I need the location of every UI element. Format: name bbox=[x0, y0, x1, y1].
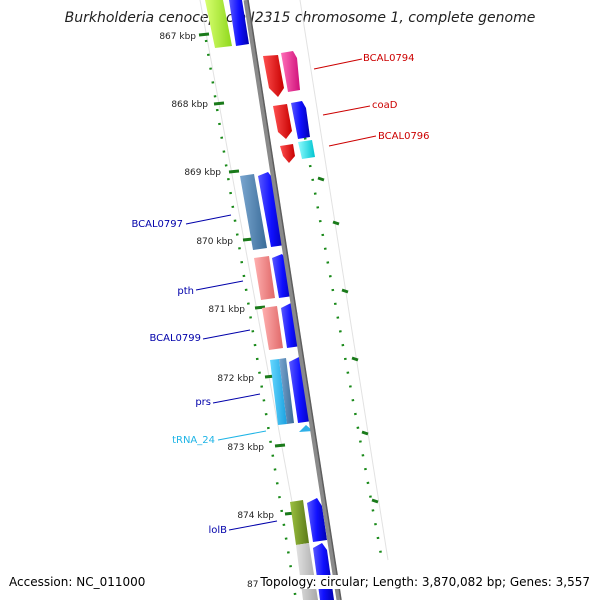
scale-label: 871 kbp bbox=[208, 305, 245, 315]
scale-label: 872 kbp bbox=[217, 374, 254, 384]
gene-bcal0794 bbox=[263, 55, 284, 97]
outer-dotted-ring bbox=[298, 109, 384, 561]
gene-pth bbox=[254, 256, 275, 300]
gene-blue-prs bbox=[289, 357, 312, 423]
connector-bcal0797 bbox=[185, 214, 232, 225]
connector-prs bbox=[212, 393, 261, 404]
gene-blue-coad bbox=[291, 101, 310, 139]
gene-label-pth: pth bbox=[177, 286, 194, 297]
scale-label: 873 kbp bbox=[227, 443, 264, 453]
gene-coad bbox=[273, 104, 292, 139]
connector-bcal0799 bbox=[202, 329, 251, 340]
inner-track-edge bbox=[299, 0, 389, 561]
connector-coad bbox=[322, 105, 371, 116]
ring-tick bbox=[341, 288, 349, 294]
accession-text: Accession: NC_011000 bbox=[9, 575, 146, 589]
ring-tick bbox=[351, 356, 359, 362]
gene-lolb bbox=[290, 500, 309, 545]
gene-prs-b bbox=[279, 358, 294, 424]
gene-trna24 bbox=[299, 425, 313, 432]
scale-tick bbox=[254, 305, 266, 310]
scale-label: 87 bbox=[247, 580, 258, 590]
scale-label: 867 kbp bbox=[159, 32, 196, 42]
scale-label: 874 kbp bbox=[237, 511, 274, 521]
gene-label-bcal0794: BCAL0794 bbox=[363, 53, 415, 64]
ring-tick bbox=[317, 176, 325, 182]
label-connectors bbox=[185, 58, 377, 531]
gene-magenta bbox=[281, 51, 300, 92]
ring-tick bbox=[332, 220, 340, 226]
gene-blue-top bbox=[229, 0, 249, 46]
connector-bcal0796 bbox=[328, 135, 377, 147]
gene-blue-lolb bbox=[307, 498, 327, 542]
genome-backbone-shadow bbox=[247, 0, 342, 600]
gene-label-coad: coaD bbox=[372, 100, 398, 111]
gene-label-bcal0797: BCAL0797 bbox=[131, 219, 183, 230]
gene-label-bcal0796: BCAL0796 bbox=[378, 131, 430, 142]
connector-pth bbox=[195, 280, 244, 291]
gene-label-trna24: tRNA_24 bbox=[172, 435, 215, 446]
genome-backbone bbox=[243, 0, 342, 600]
connector-trna24 bbox=[217, 430, 267, 441]
connector-lolb bbox=[228, 520, 278, 531]
scale-label: 870 kbp bbox=[196, 237, 233, 247]
gene-bcal0799 bbox=[262, 306, 283, 350]
ring-tick bbox=[371, 498, 379, 504]
ring-ticks bbox=[317, 176, 379, 504]
gene-bcal0796 bbox=[280, 144, 295, 163]
scale-tick bbox=[274, 443, 286, 448]
topology-text: Topology: circular; Length: 3,870,082 bp… bbox=[258, 575, 590, 589]
gene-label-bcal0799: BCAL0799 bbox=[149, 333, 201, 344]
scale-tick bbox=[213, 101, 225, 106]
gene-label-prs: prs bbox=[195, 397, 211, 408]
gene-label-lolb: lolB bbox=[208, 525, 227, 536]
gene-features bbox=[205, 0, 334, 600]
gene-cyan bbox=[298, 140, 315, 159]
gene-bcal0797 bbox=[240, 174, 267, 250]
map-title: Burkholderia cenocepacia J2315 chromosom… bbox=[64, 10, 536, 26]
scale-label: 869 kbp bbox=[184, 168, 221, 178]
connector-bcal0794 bbox=[313, 58, 363, 70]
gene-blue-0797 bbox=[258, 172, 285, 247]
outer-track-edge bbox=[199, 0, 311, 600]
gene-prs-a bbox=[270, 359, 287, 425]
scale-tick bbox=[228, 169, 240, 174]
scale-tick bbox=[198, 32, 210, 37]
ring-tick bbox=[361, 430, 369, 436]
gene-lime bbox=[205, 0, 232, 48]
scale-label: 868 kbp bbox=[171, 100, 208, 110]
